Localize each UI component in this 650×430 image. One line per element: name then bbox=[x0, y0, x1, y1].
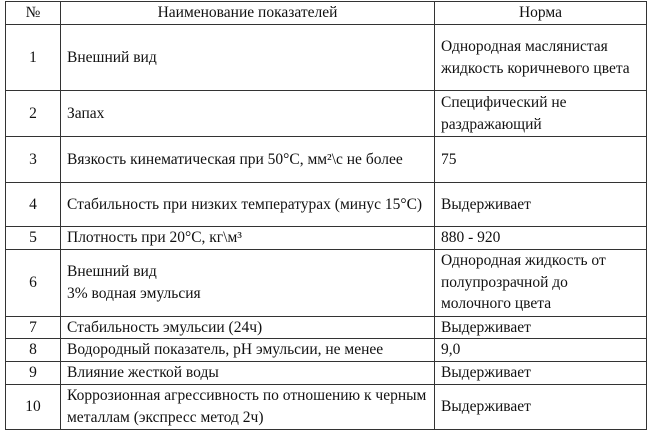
indicator-name: Вязкость кинематическая при 50°С, мм²\с … bbox=[60, 136, 435, 183]
indicator-name: Внешний вид bbox=[60, 24, 435, 91]
specifications-table: № Наименование показателей Норма 1 Внешни… bbox=[5, 1, 647, 430]
row-number: 8 bbox=[5, 338, 61, 362]
indicator-name: Водородный показатель, рН эмульсии, не м… bbox=[60, 338, 435, 362]
row-number: 6 bbox=[5, 248, 61, 317]
table-row: 9 Влияние жесткой воды Выдерживает bbox=[5, 361, 647, 385]
table-row: 10 Коррозионная агрессивность по отношени… bbox=[5, 383, 647, 430]
row-number: 4 bbox=[5, 182, 61, 227]
norm-value: Однородная жидкость от полупрозрачной до… bbox=[434, 248, 647, 317]
table-row: 4 Стабильность при низких температурах (м… bbox=[5, 182, 647, 227]
norm-value: 75 bbox=[434, 136, 647, 183]
norm-value: Однородная маслянистая жидкость коричнев… bbox=[434, 24, 647, 91]
indicator-name: Коррозионная агрессивность по отношению … bbox=[60, 383, 435, 430]
table-row: 7 Стабильность эмульсии (24ч) Выдерживает bbox=[5, 315, 647, 339]
indicator-name: Внешний вид 3% водная эмульсия bbox=[60, 248, 435, 317]
table-body: 1 Внешний вид Однородная маслянистая жидко… bbox=[5, 24, 647, 430]
table-row: 3 Вязкость кинематическая при 50°С, мм²\с… bbox=[5, 136, 647, 183]
indicator-name: Влияние жесткой воды bbox=[60, 361, 435, 385]
norm-value: Выдерживает bbox=[434, 315, 647, 339]
header-name: Наименование показателей bbox=[60, 1, 435, 25]
table-row: 5 Плотность при 20°С, кг\м³ 880 - 920 bbox=[5, 226, 647, 250]
table-row: 8 Водородный показатель, рН эмульсии, не … bbox=[5, 338, 647, 362]
row-number: 10 bbox=[5, 383, 61, 430]
norm-value: Специфический не раздражающий bbox=[434, 90, 647, 137]
indicator-name: Запах bbox=[60, 90, 435, 137]
row-number: 3 bbox=[5, 136, 61, 183]
header-number: № bbox=[5, 1, 61, 25]
row-number: 5 bbox=[5, 226, 61, 250]
row-number: 2 bbox=[5, 90, 61, 137]
norm-value: Выдерживает bbox=[434, 383, 647, 430]
row-number: 1 bbox=[5, 24, 61, 91]
norm-value: Выдерживает bbox=[434, 361, 647, 385]
indicator-name: Плотность при 20°С, кг\м³ bbox=[60, 226, 435, 250]
indicator-name: Стабильность эмульсии (24ч) bbox=[60, 315, 435, 339]
row-number: 9 bbox=[5, 361, 61, 385]
norm-value: 9,0 bbox=[434, 338, 647, 362]
row-number: 7 bbox=[5, 315, 61, 339]
header-norm: Норма bbox=[434, 1, 647, 25]
table-row: 1 Внешний вид Однородная маслянистая жидко… bbox=[5, 24, 647, 91]
norm-value: 880 - 920 bbox=[434, 226, 647, 250]
norm-value: Выдерживает bbox=[434, 182, 647, 227]
table-row: 6 Внешний вид 3% водная эмульсия Однородна… bbox=[5, 248, 647, 317]
table-row: 2 Запах Специфический не раздражающий bbox=[5, 90, 647, 137]
header-row: № Наименование показателей Норма bbox=[5, 1, 647, 25]
indicator-name: Стабильность при низких температурах (ми… bbox=[60, 182, 435, 227]
